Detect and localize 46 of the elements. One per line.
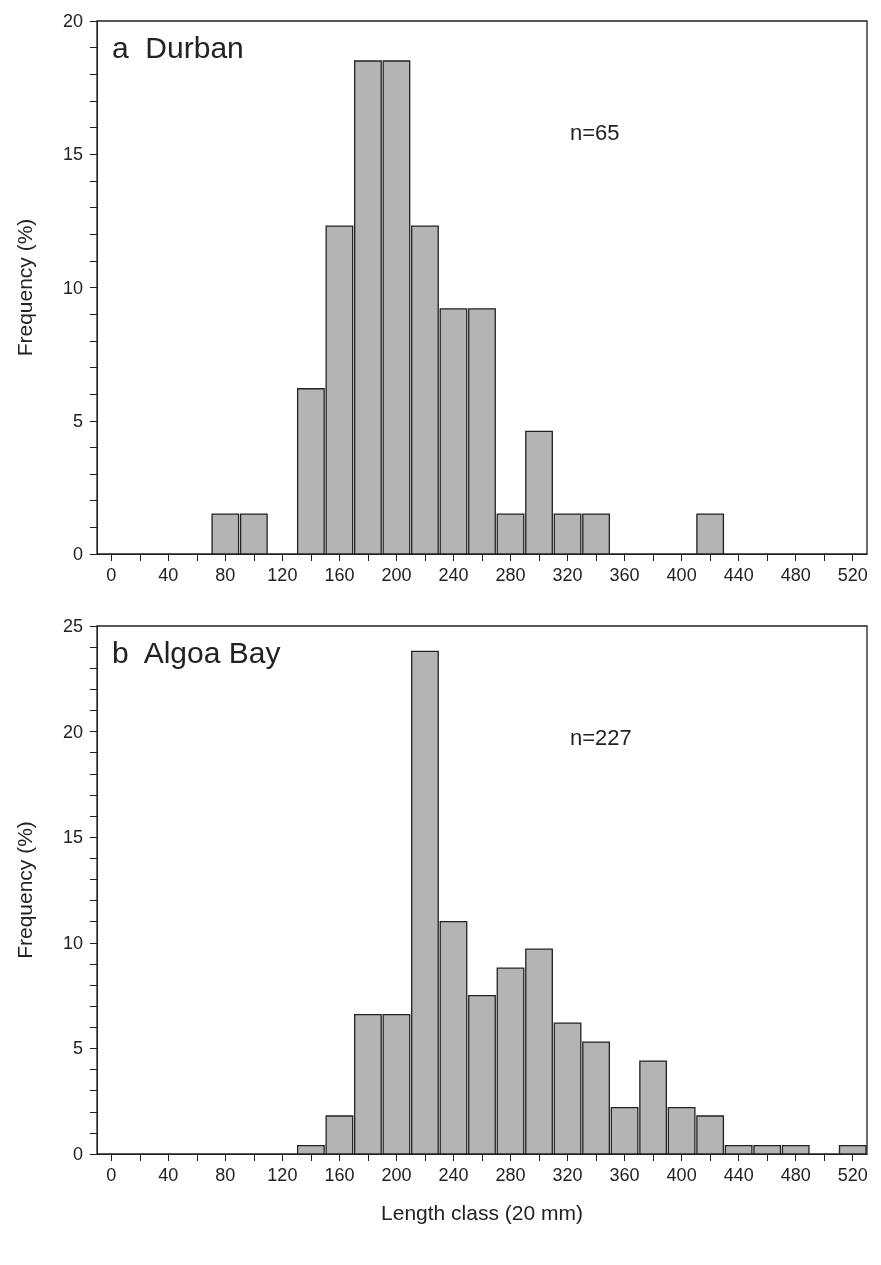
x-tick-label: 160 [324, 1165, 355, 1185]
x-tick-label: 200 [381, 565, 412, 585]
chart-title: a Durban [112, 30, 244, 64]
y-tick-label: 10 [62, 277, 83, 298]
x-tick-label: 400 [666, 565, 697, 585]
x-tick-label: 520 [837, 1165, 868, 1185]
x-tick-label: 280 [495, 565, 526, 585]
annotation: n=65 [570, 119, 620, 145]
y-tick-label: 0 [72, 544, 83, 564]
annotation: n=227 [570, 724, 632, 750]
x-tick-label: 320 [552, 565, 583, 585]
x-tick-label: 400 [666, 1165, 697, 1185]
x-tick-label: 40 [158, 1165, 179, 1185]
x-tick-label: 480 [780, 1165, 811, 1185]
x-tick-label: 80 [215, 565, 236, 585]
y-tick-label: 20 [62, 11, 83, 31]
x-tick-label: 240 [438, 565, 469, 585]
y-tick-label: 15 [62, 827, 83, 848]
x-tick-label: 520 [837, 565, 868, 585]
y-tick-label: 0 [72, 1144, 83, 1164]
x-tick-label: 280 [495, 1165, 526, 1185]
x-tick-label: 0 [106, 1165, 117, 1185]
x-tick-label: 440 [723, 565, 754, 585]
x-tick-label: 360 [609, 1165, 640, 1185]
y-tick-label: 5 [72, 1038, 83, 1059]
x-tick-label: 240 [438, 1165, 469, 1185]
x-tick-label: 40 [158, 565, 179, 585]
x-tick-label: 320 [552, 1165, 583, 1185]
x-axis-title: Length class (20 mm) [381, 1201, 583, 1224]
x-tick-label: 120 [267, 1165, 298, 1185]
y-tick-label: 15 [62, 144, 83, 165]
y-tick-label: 20 [62, 721, 83, 742]
y-axis-title: Frequency (%) [13, 821, 36, 959]
x-tick-label: 80 [215, 1165, 236, 1185]
x-tick-label: 160 [324, 565, 355, 585]
y-tick-label: 10 [62, 932, 83, 953]
chart-title: b Algoa Bay [112, 635, 281, 669]
y-axis-title: Frequency (%) [13, 218, 36, 357]
x-tick-label: 480 [780, 565, 811, 585]
y-tick-label: 25 [62, 616, 83, 636]
x-tick-label: 120 [267, 565, 298, 585]
x-tick-label: 200 [381, 1165, 412, 1185]
x-tick-label: 440 [723, 1165, 754, 1185]
y-tick-label: 5 [72, 410, 83, 431]
x-tick-label: 0 [106, 565, 117, 585]
x-tick-label: 360 [609, 565, 640, 585]
